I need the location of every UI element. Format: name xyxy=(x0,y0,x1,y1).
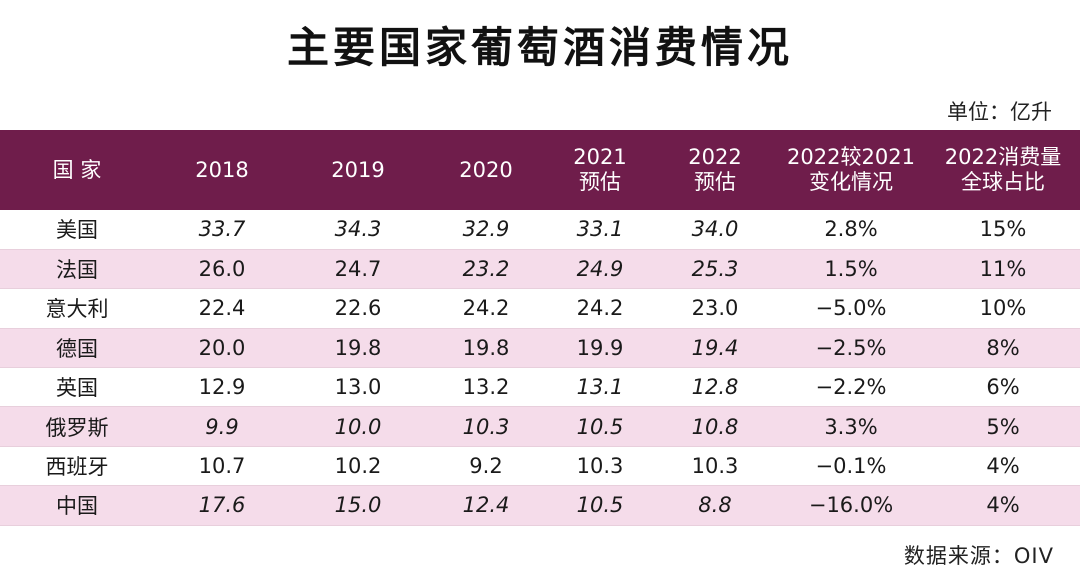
value-cell: 34.0 xyxy=(654,210,776,250)
column-header-line: 预估 xyxy=(579,170,621,194)
value-cell: 25.3 xyxy=(654,249,776,290)
value-cell: 12.8 xyxy=(654,367,776,408)
change-cell: −2.2% xyxy=(776,367,926,408)
change-cell: 3.3% xyxy=(776,406,926,447)
value-cell: 23.2 xyxy=(426,249,546,290)
column-header-line: 2022较2021 xyxy=(787,145,915,169)
value-cell: 10.3 xyxy=(426,406,546,447)
value-cell: 10.3 xyxy=(654,446,776,487)
value-cell: 22.6 xyxy=(290,288,426,329)
country-cell: 法国 xyxy=(0,249,154,290)
value-cell: 10.5 xyxy=(546,485,654,526)
value-cell: 34.3 xyxy=(290,210,426,250)
column-header-2: 2019 xyxy=(290,130,426,210)
change-cell: −2.5% xyxy=(776,328,926,369)
column-header-line: 2022消费量 xyxy=(944,145,1062,169)
share-cell: 10% xyxy=(926,288,1080,329)
value-cell: 10.0 xyxy=(290,406,426,447)
share-cell: 15% xyxy=(926,210,1080,250)
share-cell: 11% xyxy=(926,249,1080,290)
share-cell: 4% xyxy=(926,446,1080,487)
table-row: 美国 33.7 34.3 32.9 33.1 34.0 2.8% 15% xyxy=(0,210,1080,250)
change-cell: 2.8% xyxy=(776,210,926,250)
value-cell: 10.2 xyxy=(290,446,426,487)
value-cell: 8.8 xyxy=(654,485,776,526)
column-header-line: 变化情况 xyxy=(809,170,893,194)
share-cell: 4% xyxy=(926,485,1080,526)
country-cell: 德国 xyxy=(0,328,154,369)
change-cell: −16.0% xyxy=(776,485,926,526)
table-row: 意大利 22.4 22.6 24.2 24.2 23.0 −5.0% 10% xyxy=(0,288,1080,329)
country-cell: 俄罗斯 xyxy=(0,406,154,447)
value-cell: 9.2 xyxy=(426,446,546,487)
column-header-1: 2018 xyxy=(154,130,290,210)
column-header-5: 2022 预估 xyxy=(654,130,776,210)
change-cell: −0.1% xyxy=(776,446,926,487)
country-cell: 意大利 xyxy=(0,288,154,329)
value-cell: 10.3 xyxy=(546,446,654,487)
column-header-line: 预估 xyxy=(694,170,736,194)
column-header-line: 2021 xyxy=(573,145,627,169)
table-row: 德国 20.0 19.8 19.8 19.9 19.4 −2.5% 8% xyxy=(0,328,1080,369)
change-cell: −5.0% xyxy=(776,288,926,329)
value-cell: 13.1 xyxy=(546,367,654,408)
value-cell: 24.7 xyxy=(290,249,426,290)
unit-label: 单位：亿升 xyxy=(947,100,1052,124)
share-cell: 6% xyxy=(926,367,1080,408)
column-header-line: 国 家 xyxy=(52,157,102,182)
value-cell: 12.9 xyxy=(154,367,290,408)
value-cell: 24.2 xyxy=(546,288,654,329)
table-row: 中国 17.6 15.0 12.4 10.5 8.8 −16.0% 4% xyxy=(0,485,1080,526)
table-body: 美国 33.7 34.3 32.9 33.1 34.0 2.8% 15% 法国 26.0 24.7 2… xyxy=(0,210,1080,526)
value-cell: 26.0 xyxy=(154,249,290,290)
value-cell: 15.0 xyxy=(290,485,426,526)
country-cell: 美国 xyxy=(0,210,154,250)
value-cell: 19.4 xyxy=(654,328,776,369)
column-header-4: 2021 预估 xyxy=(546,130,654,210)
value-cell: 10.7 xyxy=(154,446,290,487)
value-cell: 12.4 xyxy=(426,485,546,526)
value-cell: 24.9 xyxy=(546,249,654,290)
change-cell: 1.5% xyxy=(776,249,926,290)
wine-consumption-table: 国 家 2018 2019 2020 2021 预估 2022 预估 2022较2021 变化情况… xyxy=(0,130,1080,526)
value-cell: 33.7 xyxy=(154,210,290,250)
value-cell: 13.2 xyxy=(426,367,546,408)
value-cell: 22.4 xyxy=(154,288,290,329)
value-cell: 13.0 xyxy=(290,367,426,408)
table-row: 俄罗斯 9.9 10.0 10.3 10.5 10.8 3.3% 5% xyxy=(0,406,1080,447)
column-header-line: 2020 xyxy=(459,157,513,182)
share-cell: 5% xyxy=(926,406,1080,447)
value-cell: 9.9 xyxy=(154,406,290,447)
value-cell: 24.2 xyxy=(426,288,546,329)
column-header-6: 2022较2021 变化情况 xyxy=(776,130,926,210)
value-cell: 17.6 xyxy=(154,485,290,526)
country-cell: 中国 xyxy=(0,485,154,526)
table-row: 西班牙 10.7 10.2 9.2 10.3 10.3 −0.1% 4% xyxy=(0,446,1080,487)
column-header-line: 2018 xyxy=(195,157,249,182)
value-cell: 19.8 xyxy=(290,328,426,369)
value-cell: 19.8 xyxy=(426,328,546,369)
value-cell: 23.0 xyxy=(654,288,776,329)
table-row: 英国 12.9 13.0 13.2 13.1 12.8 −2.2% 6% xyxy=(0,367,1080,408)
value-cell: 10.8 xyxy=(654,406,776,447)
country-cell: 英国 xyxy=(0,367,154,408)
value-cell: 10.5 xyxy=(546,406,654,447)
column-header-0: 国 家 xyxy=(0,130,154,210)
column-header-line: 2019 xyxy=(331,157,385,182)
share-cell: 8% xyxy=(926,328,1080,369)
page-title: 主要国家葡萄酒消费情况 xyxy=(286,23,793,72)
country-cell: 西班牙 xyxy=(0,446,154,487)
column-header-3: 2020 xyxy=(426,130,546,210)
value-cell: 20.0 xyxy=(154,328,290,369)
column-header-line: 全球占比 xyxy=(961,170,1045,194)
value-cell: 19.9 xyxy=(546,328,654,369)
source-label: 数据来源：OIV xyxy=(903,544,1054,568)
table-header-row: 国 家 2018 2019 2020 2021 预估 2022 预估 2022较2021 变化情况… xyxy=(0,130,1080,210)
value-cell: 32.9 xyxy=(426,210,546,250)
value-cell: 33.1 xyxy=(546,210,654,250)
table-row: 法国 26.0 24.7 23.2 24.9 25.3 1.5% 11% xyxy=(0,249,1080,290)
column-header-line: 2022 xyxy=(688,145,742,169)
column-header-7: 2022消费量 全球占比 xyxy=(926,130,1080,210)
